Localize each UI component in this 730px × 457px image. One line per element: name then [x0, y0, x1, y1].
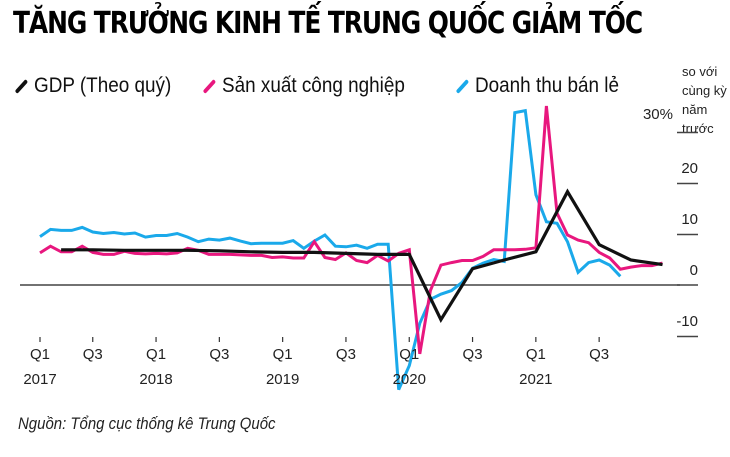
series-line-retail-sales: [39, 108, 622, 391]
series-line-industrial-production: [39, 105, 663, 355]
y-unit-note: so với cùng kỳ năm trước: [682, 62, 727, 138]
x-tick-year-label: 2017: [23, 371, 57, 388]
y-tick-label: -10: [676, 313, 698, 330]
legend-item-retail: Doanh thu bán lẻ: [455, 74, 619, 98]
x-tick-quarter-label: Q3: [209, 346, 230, 363]
x-tick-quarter-label: Q1: [525, 346, 546, 363]
y-axis-ticks: [677, 131, 698, 338]
legend-item-industrial: Sản xuất công nghiệp: [202, 74, 405, 98]
x-axis-ticks: [39, 337, 600, 342]
x-tick-quarter-label: Q1: [272, 346, 293, 363]
y-tick-label: 0: [689, 262, 698, 279]
legend-label: Doanh thu bán lẻ: [475, 74, 619, 97]
unit-note-line: so với: [682, 64, 718, 79]
y-tick-label: 20: [681, 160, 698, 177]
x-tick-quarter-label: Q3: [82, 346, 103, 363]
x-tick-quarter-label: Q3: [589, 346, 610, 363]
x-tick-quarter-label: Q3: [462, 346, 483, 363]
series-lines: [39, 105, 663, 391]
x-tick-quarter-label: Q3: [335, 346, 356, 363]
chart-title: TĂNG TRƯỞNG KINH TẾ TRUNG QUỐC GIẢM TỐC: [13, 6, 643, 41]
legend-label: Sản xuất công nghiệp: [222, 74, 405, 97]
legend-item-gdp: GDP (Theo quý): [14, 74, 172, 98]
series-line-gdp: [61, 188, 663, 324]
unit-note-line: cùng kỳ: [682, 83, 727, 98]
x-tick-quarter-label: Q1: [399, 346, 420, 363]
x-tick-year-label: 2018: [139, 371, 173, 388]
x-tick-quarter-label: Q1: [146, 346, 167, 363]
x-tick-year-label: 2020: [392, 371, 426, 388]
unit-note-line: năm: [682, 102, 708, 117]
y-tick-label: 30%: [642, 106, 673, 123]
x-tick-year-label: 2019: [265, 371, 300, 388]
x-tick-year-label: 2021: [519, 371, 553, 388]
y-tick-label: 10: [681, 211, 698, 228]
legend-label: GDP (Theo quý): [34, 74, 172, 97]
x-tick-quarter-label: Q1: [29, 346, 50, 363]
source-note: Nguồn: Tổng cục thống kê Trung Quốc: [18, 414, 276, 433]
